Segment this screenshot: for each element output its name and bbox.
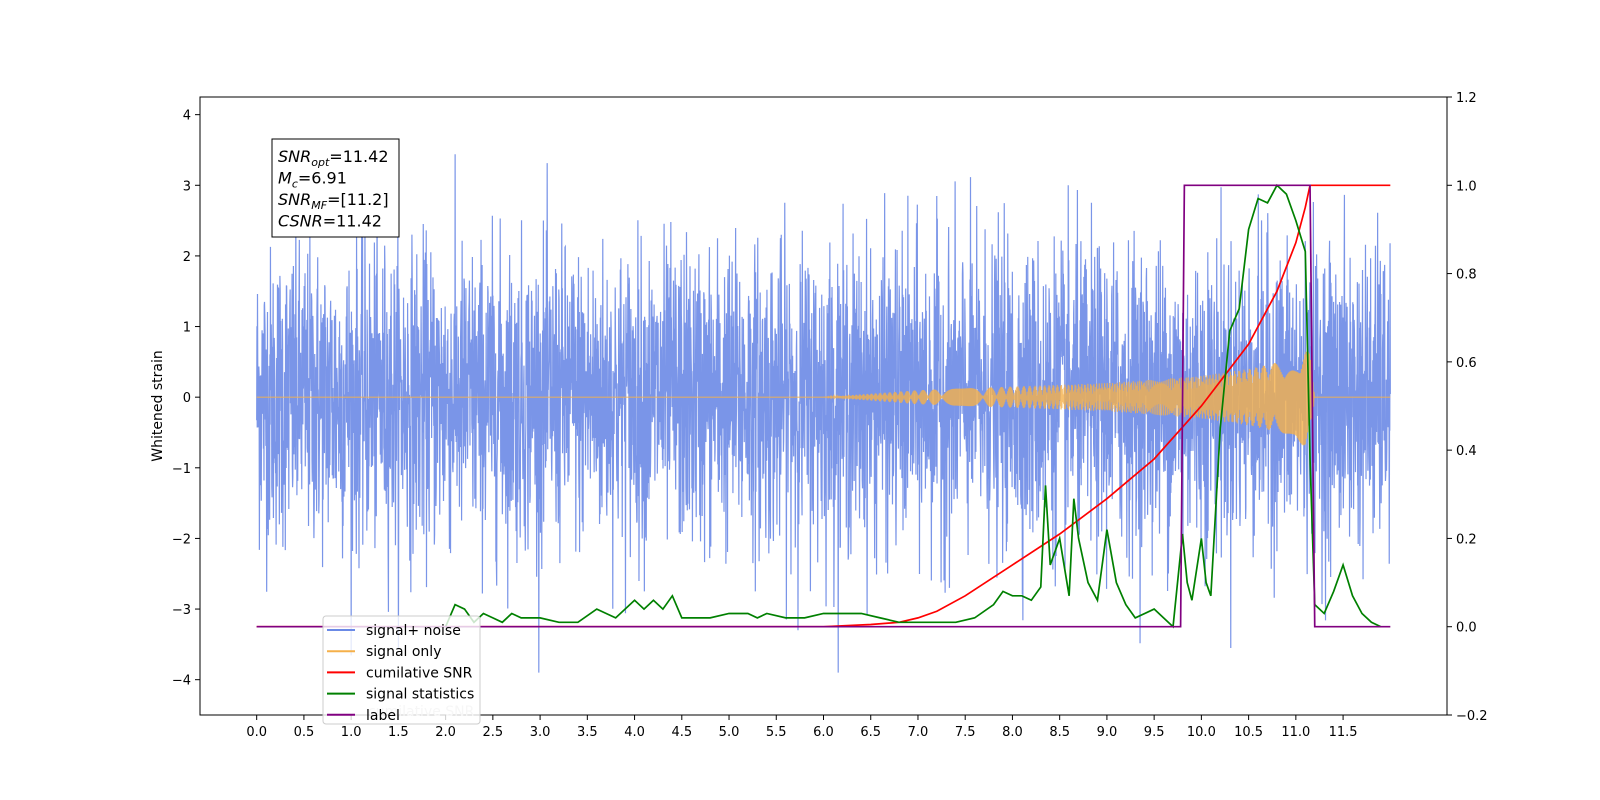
y-tick-label: −4 <box>172 674 191 689</box>
legend-entry: signal only <box>327 644 441 660</box>
annotation-line: SNRopt=11.42 <box>278 147 389 169</box>
x-tick-label: 4.0 <box>624 725 645 740</box>
x-tick-label: 2.0 <box>435 725 456 740</box>
series-line <box>444 183 1382 629</box>
series-signal-noise <box>256 154 1391 673</box>
y2-tick-label: 0.6 <box>1456 356 1477 371</box>
x-tick-label: 2.5 <box>483 725 504 740</box>
annotation-line: CSNR=11.42 <box>278 212 382 231</box>
legend-entry: signal statistics <box>327 687 474 703</box>
y2-tick-label: 0.4 <box>1456 444 1477 459</box>
annotation-subscript: opt <box>311 156 330 169</box>
x-tick-label: 8.5 <box>1049 725 1070 740</box>
x-tick-label: 11.0 <box>1281 725 1310 740</box>
y-tick-label: −3 <box>172 603 191 618</box>
legend-label: cumilative SNR <box>366 665 473 681</box>
series-signal-only <box>256 351 1391 446</box>
annotation-value: =[11.2] <box>327 190 389 209</box>
annotation-symbol: SNR <box>278 190 311 209</box>
x-tick-label: 1.0 <box>341 725 362 740</box>
x-tick-label: 5.5 <box>766 725 787 740</box>
series-line <box>256 184 1391 628</box>
x-tick-label: 3.5 <box>577 725 598 740</box>
legend-entry: signal+ noise <box>327 623 461 639</box>
annotation-value: =11.42 <box>329 147 388 166</box>
annotation-symbol: CSNR <box>278 212 323 231</box>
annotation-symbol: SNR <box>278 147 311 166</box>
legend-label: signal statistics <box>366 687 474 703</box>
series-line <box>256 184 1391 628</box>
series-signal-statistics <box>444 183 1382 629</box>
y-axis-left: −4 −3 −2 −1 0 1 2 3 4 <box>172 109 200 689</box>
x-axis: 0.0 0.5 1.0 1.5 2.0 2.5 3.0 3.5 4.0 4.5 5.0 5.5 6.0 6… <box>246 715 1358 740</box>
y-axis-title: Whitened strain <box>150 350 166 461</box>
x-tick-label: 6.0 <box>813 725 834 740</box>
y2-tick-label: 0.0 <box>1456 621 1477 636</box>
annotation-frame <box>271 138 400 238</box>
y-tick-label: 0 <box>183 391 191 406</box>
y2-tick-label: 1.2 <box>1456 91 1477 106</box>
x-tick-label: 4.5 <box>671 725 692 740</box>
plot-area <box>256 154 1391 673</box>
chirp-line <box>256 351 1391 446</box>
x-tick-label: 1.5 <box>388 725 409 740</box>
annotation-symbol: M <box>278 169 292 188</box>
y2-tick-label: 1.0 <box>1456 179 1477 194</box>
annotation-line: SNRMF=[11.2] <box>278 190 389 212</box>
legend-label: signal+ noise <box>366 623 461 639</box>
noise-line <box>256 154 1391 673</box>
y2-tick-label: 0.8 <box>1456 268 1477 283</box>
y-tick-label: −1 <box>172 462 191 477</box>
x-tick-label: 10.5 <box>1234 725 1263 740</box>
legend-label: signal only <box>366 644 441 660</box>
series-cumilative-snr <box>256 184 1391 628</box>
y-tick-label: 1 <box>183 321 191 336</box>
y-axis-right: −0.2 0.0 0.2 0.4 0.6 0.8 1.0 1.2 <box>1447 91 1488 724</box>
x-tick-label: 0.5 <box>294 725 315 740</box>
annotation-subscript: MF <box>311 199 327 212</box>
x-tick-label: 5.0 <box>719 725 740 740</box>
x-tick-label: 3.0 <box>530 725 551 740</box>
x-tick-label: 11.5 <box>1329 725 1358 740</box>
y2-tick-label: −0.2 <box>1456 709 1488 724</box>
y2-tick-label: 0.2 <box>1456 532 1477 547</box>
y-tick-label: 2 <box>183 250 191 265</box>
y-tick-label: 3 <box>183 179 191 194</box>
legend-frame <box>322 615 481 725</box>
legend-label: label <box>366 708 400 724</box>
annotation-box: SNRopt=11.42Mc=6.91SNRMF=[11.2]CSNR=11.4… <box>271 138 400 238</box>
annotation-line: Mc=6.91 <box>278 169 347 191</box>
x-tick-label: 9.5 <box>1144 725 1165 740</box>
x-tick-label: 0.0 <box>246 725 267 740</box>
annotation-subscript: c <box>292 178 298 191</box>
annotation-value: =11.42 <box>323 212 382 231</box>
legend-entry: label <box>327 708 400 724</box>
x-tick-label: 9.0 <box>1097 725 1118 740</box>
x-tick-label: 10.0 <box>1187 725 1216 740</box>
x-tick-label: 8.0 <box>1002 725 1023 740</box>
annotation-value: =6.91 <box>298 169 347 188</box>
y-tick-label: 4 <box>183 109 191 124</box>
x-tick-label: 6.5 <box>860 725 881 740</box>
y-tick-label: −2 <box>172 532 191 547</box>
series-label <box>256 184 1391 628</box>
x-tick-label: 7.0 <box>908 725 929 740</box>
x-tick-label: 7.5 <box>955 725 976 740</box>
legend-entry: cumilative SNR <box>327 665 473 681</box>
